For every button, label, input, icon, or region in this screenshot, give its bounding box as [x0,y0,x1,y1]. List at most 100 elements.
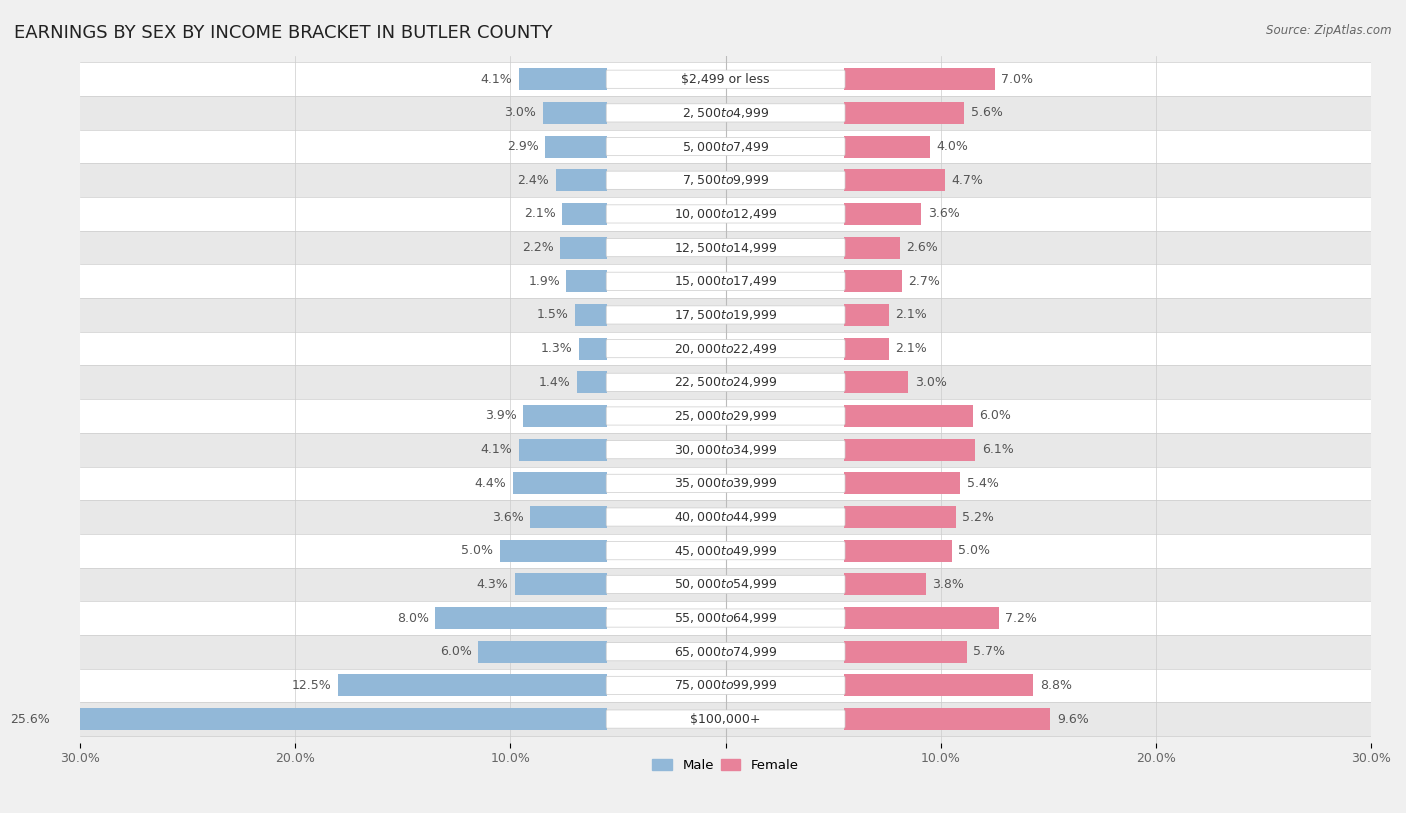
Text: $65,000 to $74,999: $65,000 to $74,999 [673,645,778,659]
Bar [80,163,1371,197]
Bar [80,500,1371,534]
Bar [80,264,1371,298]
FancyBboxPatch shape [606,441,845,459]
Bar [562,203,607,225]
Bar [80,63,1371,96]
Text: $15,000 to $17,499: $15,000 to $17,499 [673,274,778,289]
FancyBboxPatch shape [606,609,845,627]
Text: $7,500 to $9,999: $7,500 to $9,999 [682,173,769,187]
Bar [543,102,607,124]
Text: 5.2%: 5.2% [962,511,994,524]
Text: $55,000 to $64,999: $55,000 to $64,999 [673,611,778,625]
Text: 2.9%: 2.9% [506,140,538,153]
Text: 25.6%: 25.6% [10,712,51,725]
Bar [555,169,607,191]
Bar [80,231,1371,264]
FancyBboxPatch shape [606,340,845,358]
Text: 2.1%: 2.1% [524,207,555,220]
Text: 3.6%: 3.6% [492,511,523,524]
Text: 8.8%: 8.8% [1039,679,1071,692]
Bar [80,635,1371,668]
Text: 7.2%: 7.2% [1005,611,1038,624]
Text: 4.0%: 4.0% [936,140,969,153]
Bar [513,472,607,494]
Text: 7.0%: 7.0% [1001,72,1033,85]
Text: 12.5%: 12.5% [292,679,332,692]
FancyBboxPatch shape [606,70,845,89]
Text: 3.8%: 3.8% [932,578,965,591]
Bar [844,136,929,158]
Bar [515,573,607,595]
Text: $50,000 to $54,999: $50,000 to $54,999 [673,577,778,591]
Bar [436,607,607,629]
Text: 4.1%: 4.1% [481,72,513,85]
Text: 5.4%: 5.4% [966,477,998,490]
Text: 1.3%: 1.3% [541,342,572,355]
Text: $25,000 to $29,999: $25,000 to $29,999 [673,409,778,423]
Text: Source: ZipAtlas.com: Source: ZipAtlas.com [1267,24,1392,37]
Bar [578,372,607,393]
Bar [844,337,889,359]
Text: 4.4%: 4.4% [474,477,506,490]
Text: 3.0%: 3.0% [505,107,536,120]
Text: $2,500 to $4,999: $2,500 to $4,999 [682,106,769,120]
FancyBboxPatch shape [606,576,845,593]
Bar [844,641,966,663]
Bar [80,433,1371,467]
Text: 9.6%: 9.6% [1057,712,1088,725]
Bar [80,332,1371,366]
Text: 6.0%: 6.0% [980,410,1011,423]
FancyBboxPatch shape [606,373,845,391]
FancyBboxPatch shape [606,676,845,694]
FancyBboxPatch shape [606,474,845,493]
Bar [80,668,1371,702]
Bar [80,702,1371,736]
FancyBboxPatch shape [606,205,845,223]
Bar [80,399,1371,433]
Text: $12,500 to $14,999: $12,500 to $14,999 [673,241,778,254]
Text: $5,000 to $7,499: $5,000 to $7,499 [682,140,769,154]
Bar [80,467,1371,500]
Legend: Male, Female: Male, Female [647,754,804,777]
Text: 2.6%: 2.6% [907,241,938,254]
Bar [80,130,1371,163]
Text: 4.3%: 4.3% [477,578,509,591]
Bar [339,675,607,697]
Bar [80,197,1371,231]
Bar [844,237,900,259]
Text: $10,000 to $12,499: $10,000 to $12,499 [673,207,778,221]
Text: 2.4%: 2.4% [517,174,550,187]
FancyBboxPatch shape [606,104,845,122]
Text: 3.6%: 3.6% [928,207,960,220]
Bar [844,607,998,629]
Text: 3.9%: 3.9% [485,410,517,423]
Bar [844,169,945,191]
Bar [844,472,960,494]
Text: 2.1%: 2.1% [896,308,928,321]
FancyBboxPatch shape [606,238,845,257]
Text: 5.7%: 5.7% [973,646,1005,659]
Bar [56,708,607,730]
Bar [80,366,1371,399]
Bar [519,68,607,90]
Bar [844,203,921,225]
Text: 4.1%: 4.1% [481,443,513,456]
FancyBboxPatch shape [606,306,845,324]
Text: $22,500 to $24,999: $22,500 to $24,999 [673,376,778,389]
Text: $45,000 to $49,999: $45,000 to $49,999 [673,544,778,558]
Text: 1.4%: 1.4% [538,376,571,389]
Bar [80,298,1371,332]
Bar [523,405,607,427]
Bar [80,601,1371,635]
Text: 2.1%: 2.1% [896,342,928,355]
Bar [567,271,607,292]
Text: EARNINGS BY SEX BY INCOME BRACKET IN BUTLER COUNTY: EARNINGS BY SEX BY INCOME BRACKET IN BUT… [14,24,553,42]
Bar [844,102,965,124]
Bar [844,708,1050,730]
Bar [844,304,889,326]
Text: 1.5%: 1.5% [537,308,568,321]
FancyBboxPatch shape [606,541,845,560]
Bar [546,136,607,158]
FancyBboxPatch shape [606,642,845,661]
FancyBboxPatch shape [606,172,845,189]
